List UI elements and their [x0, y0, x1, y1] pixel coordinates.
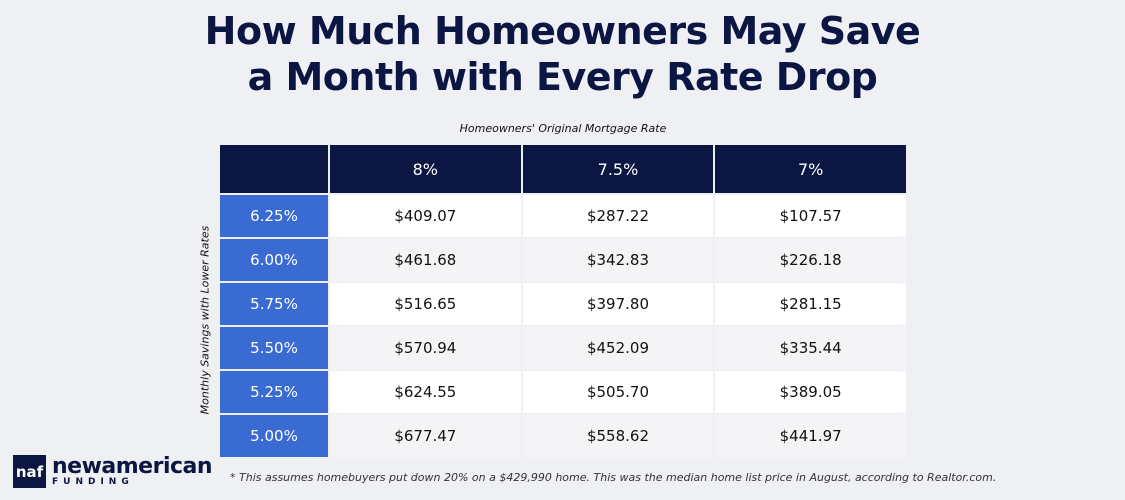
column-header: 7% [713, 143, 908, 195]
savings-cell: $516.65 [328, 281, 523, 327]
savings-cell: $409.07 [328, 193, 523, 239]
footnote: * This assumes homebuyers put down 20% o… [230, 471, 997, 484]
savings-cell: $287.22 [520, 193, 716, 239]
savings-cell: $558.62 [520, 413, 716, 459]
row-label: 6.25% [218, 193, 330, 239]
savings-cell: $624.55 [328, 369, 523, 415]
row-axis-title: Monthly Savings with Lower Rates [198, 225, 212, 415]
savings-cell: $461.68 [328, 237, 523, 283]
corner-cell [218, 143, 330, 195]
savings-cell: $570.94 [328, 325, 523, 371]
table-row: 5.75% $516.65 $397.80 $281.15 [218, 281, 908, 327]
savings-cell: $107.57 [713, 193, 908, 239]
title-line-1: How Much Homeowners May Save [204, 9, 921, 53]
page-title: How Much Homeowners May Save a Month wit… [0, 8, 1125, 100]
table-row: 6.25% $409.07 $287.22 $107.57 [218, 193, 908, 239]
row-label: 5.50% [218, 325, 330, 371]
row-label: 5.00% [218, 413, 330, 459]
column-header: 7.5% [520, 143, 716, 195]
row-label: 6.00% [218, 237, 330, 283]
savings-cell: $335.44 [713, 325, 908, 371]
table-row: 5.00% $677.47 $558.62 $441.97 [218, 413, 908, 459]
savings-cell: $281.15 [713, 281, 908, 327]
savings-cell: $452.09 [520, 325, 716, 371]
row-label: 5.25% [218, 369, 330, 415]
savings-cell: $677.47 [328, 413, 523, 459]
logo: naf newamerican FUNDING [13, 454, 213, 488]
table-row: 6.00% $461.68 $342.83 $226.18 [218, 237, 908, 283]
savings-cell: $389.05 [713, 369, 908, 415]
savings-cell: $342.83 [520, 237, 716, 283]
savings-table: 8% 7.5% 7% 6.25% $409.07 $287.22 $107.57 6.0… [218, 143, 908, 459]
table-row: 5.50% $570.94 $452.09 $335.44 [218, 325, 908, 371]
logo-sub: FUNDING [52, 477, 134, 487]
column-axis-title: Homeowners' Original Mortgage Rate [459, 122, 667, 135]
savings-cell: $441.97 [713, 413, 908, 459]
savings-cell: $226.18 [713, 237, 908, 283]
savings-cell: $505.70 [520, 369, 716, 415]
row-label: 5.75% [218, 281, 330, 327]
column-header: 8% [328, 143, 523, 195]
title-line-2: a Month with Every Rate Drop [247, 55, 878, 99]
logo-name: newamerican [52, 454, 213, 479]
logo-mark: naf [13, 455, 46, 488]
table-row: 5.25% $624.55 $505.70 $389.05 [218, 369, 908, 415]
savings-cell: $397.80 [520, 281, 716, 327]
header-row: 8% 7.5% 7% [218, 143, 908, 195]
